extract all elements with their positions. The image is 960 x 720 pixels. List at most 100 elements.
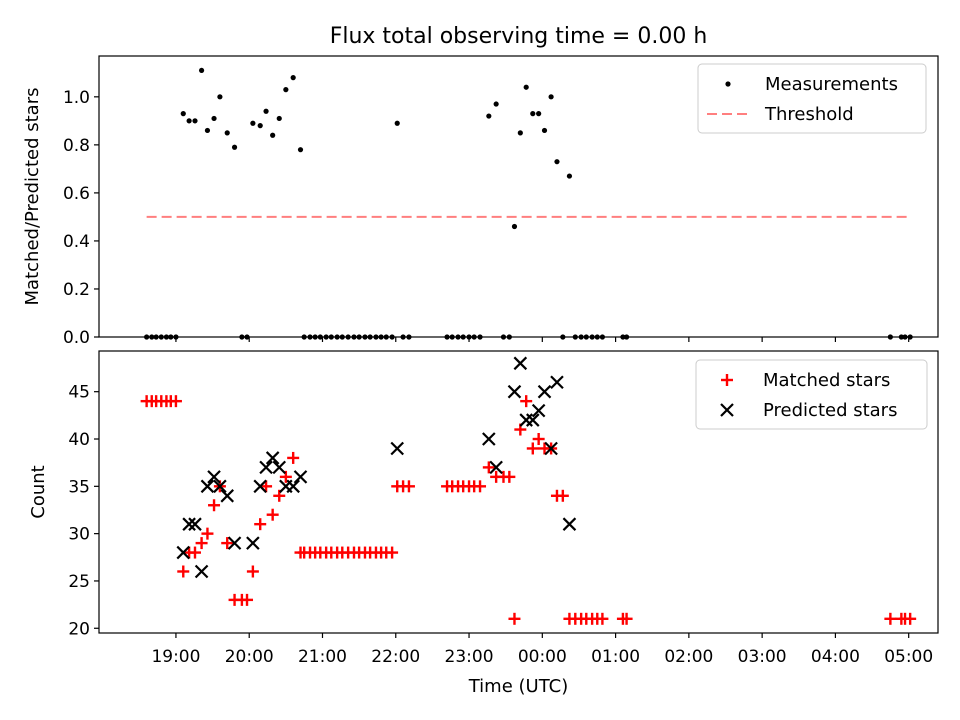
matched-star-point — [195, 537, 208, 550]
ratio-ytick-label: 1.0 — [63, 88, 90, 108]
count-ytick-label: 20 — [68, 619, 90, 639]
x-tick-label: 01:00 — [591, 647, 640, 667]
x-tick-label: 19:00 — [151, 647, 200, 667]
matched-star-point — [884, 612, 897, 625]
ratio-y-axis-label: Matched/Predicted stars — [22, 88, 43, 306]
predicted-star-point — [550, 375, 564, 390]
legend-matched-marker — [721, 374, 733, 386]
matched-star-point — [482, 461, 495, 474]
count-ytick-label: 25 — [68, 572, 90, 592]
chart-title: Flux total observing time = 0.00 h — [330, 24, 708, 49]
predicted-star-point — [562, 517, 577, 531]
legend-predicted-marker — [720, 403, 734, 417]
predicted-star-point — [253, 479, 267, 494]
predicted-star-point — [207, 470, 221, 484]
count-ytick-label: 40 — [68, 430, 90, 450]
matched-star-point — [503, 470, 516, 483]
measurement-point — [394, 120, 400, 126]
predicted-star-point — [272, 460, 287, 475]
count-panel-frame — [98, 350, 939, 634]
predicted-star-point — [265, 451, 280, 465]
matched-star-point — [526, 442, 539, 455]
measurement-point — [523, 84, 529, 90]
count-ytick-label: 35 — [68, 477, 90, 497]
x-tick-label: 00:00 — [518, 647, 567, 667]
predicted-star-point — [259, 460, 273, 475]
matched-star-point — [532, 433, 545, 446]
measurement-point — [186, 118, 192, 124]
predicted-star-point — [526, 413, 540, 427]
count-y-axis-label: Count — [28, 465, 49, 518]
count-ytick-label: 30 — [68, 525, 90, 545]
legend-measurements-label: Measurements — [765, 74, 898, 95]
legend-matched-label: Matched stars — [763, 370, 890, 391]
measurement-point — [536, 111, 542, 117]
matched-star-point — [188, 546, 201, 559]
x-tick-label: 05:00 — [884, 647, 933, 667]
legend-measurements-marker — [725, 81, 731, 87]
predicted-star-point — [188, 517, 202, 531]
matched-star-point — [386, 546, 399, 559]
matched-star-point — [260, 480, 273, 493]
measurement-point — [554, 159, 560, 165]
ratio-legend: Measurements Threshold — [697, 63, 927, 134]
legend-threshold-label: Threshold — [764, 104, 854, 125]
measurement-point — [290, 75, 296, 81]
matched-star-point — [177, 565, 190, 578]
measurement-point — [257, 123, 263, 129]
measurement-point — [192, 118, 198, 124]
predicted-star-point — [513, 356, 528, 371]
matched-star-point — [556, 489, 569, 502]
measurement-point — [493, 101, 499, 107]
matched-star-point — [904, 612, 917, 625]
measurement-point — [204, 127, 211, 134]
predicted-star-point — [213, 479, 227, 494]
ratio-ytick-label: 0.6 — [63, 184, 90, 204]
x-tick-label: 04:00 — [811, 647, 860, 667]
matched-star-point — [208, 499, 221, 512]
matched-star-point — [254, 518, 267, 531]
predicted-star-point — [194, 564, 209, 579]
count-legend: Matched stars Predicted stars — [695, 359, 928, 430]
matched-star-point — [596, 612, 609, 625]
measurement-point — [566, 173, 573, 179]
predicted-star-point — [544, 441, 558, 456]
measurement-point — [297, 147, 304, 153]
predicted-star-point — [286, 479, 300, 494]
legend-predicted-label: Predicted stars — [763, 400, 897, 421]
x-tick-label: 22:00 — [371, 647, 420, 667]
predicted-star-point — [246, 536, 260, 550]
matched-star-point — [169, 395, 182, 408]
predicted-star-point — [182, 517, 196, 531]
predicted-star-point — [489, 460, 503, 475]
ratio-ytick-label: 0.0 — [63, 328, 90, 348]
measurement-point — [250, 120, 256, 126]
predicted-star-point — [227, 536, 242, 550]
x-tick-label: 20:00 — [225, 647, 274, 667]
predicted-star-point — [537, 384, 552, 399]
measurement-point — [270, 132, 276, 138]
x-tick-label: 02:00 — [664, 647, 713, 667]
predicted-star-point — [220, 489, 235, 503]
measurement-point — [511, 223, 518, 230]
ratio-panel-frame — [98, 55, 939, 338]
x-axis-label: Time (UTC) — [468, 676, 569, 697]
matched-star-point — [520, 395, 533, 408]
matched-star-point — [246, 565, 259, 578]
matched-star-point — [279, 470, 292, 483]
matched-star-point — [620, 612, 633, 625]
ratio-ytick-label: 0.8 — [63, 136, 90, 156]
predicted-star-point — [531, 403, 546, 418]
measurement-point — [276, 115, 282, 122]
measurement-point — [231, 144, 238, 150]
measurement-point — [541, 127, 548, 134]
count-panel: 20 25 30 35 40 45 19:00 20:00 21:00 22:00 23:00 00… — [28, 350, 939, 697]
matched-star-point — [266, 508, 279, 521]
ratio-panel: 0.0 0.2 0.4 0.6 0.8 1.0 Matched/Predicted sta… — [22, 55, 939, 348]
x-tick-label: 21:00 — [298, 647, 347, 667]
measurement-point — [180, 111, 186, 117]
predicted-star-point — [507, 384, 522, 399]
measurement-point — [530, 111, 536, 117]
predicted-star-point — [390, 441, 405, 456]
predicted-star-point — [293, 470, 308, 484]
